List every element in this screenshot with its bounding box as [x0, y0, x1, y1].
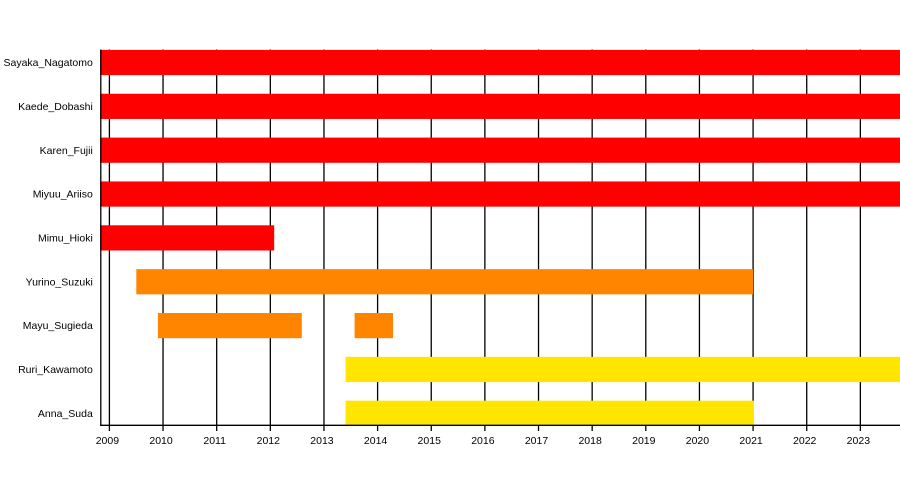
svg-text:2014: 2014	[364, 435, 388, 447]
svg-text:Mayu_Sugieda: Mayu_Sugieda	[23, 320, 93, 332]
svg-text:2015: 2015	[418, 435, 442, 447]
svg-text:Mimu_Hioki: Mimu_Hioki	[38, 233, 93, 245]
svg-text:Kaede_Dobashi: Kaede_Dobashi	[18, 101, 93, 113]
svg-text:Sayaka_Nagatomo: Sayaka_Nagatomo	[3, 57, 92, 69]
svg-text:2021: 2021	[739, 435, 763, 447]
svg-text:Anna_Suda: Anna_Suda	[38, 408, 93, 420]
svg-text:Miyuu_Ariiso: Miyuu_Ariiso	[33, 189, 93, 201]
svg-text:2012: 2012	[257, 435, 281, 447]
svg-text:2019: 2019	[632, 435, 656, 447]
svg-text:Karen_Fujii: Karen_Fujii	[40, 145, 93, 157]
svg-text:2011: 2011	[203, 435, 226, 447]
svg-text:2018: 2018	[578, 435, 602, 447]
svg-text:2010: 2010	[149, 435, 173, 447]
svg-text:2022: 2022	[793, 435, 817, 447]
svg-text:2020: 2020	[686, 435, 710, 447]
svg-text:Yurino_Suzuki: Yurino_Suzuki	[26, 276, 93, 288]
svg-text:2017: 2017	[525, 435, 549, 447]
svg-text:Ruri_Kawamoto: Ruri_Kawamoto	[18, 364, 93, 376]
svg-text:2023: 2023	[847, 435, 871, 447]
svg-text:2013: 2013	[310, 435, 334, 447]
svg-text:2009: 2009	[96, 435, 120, 447]
svg-text:2016: 2016	[471, 435, 495, 447]
